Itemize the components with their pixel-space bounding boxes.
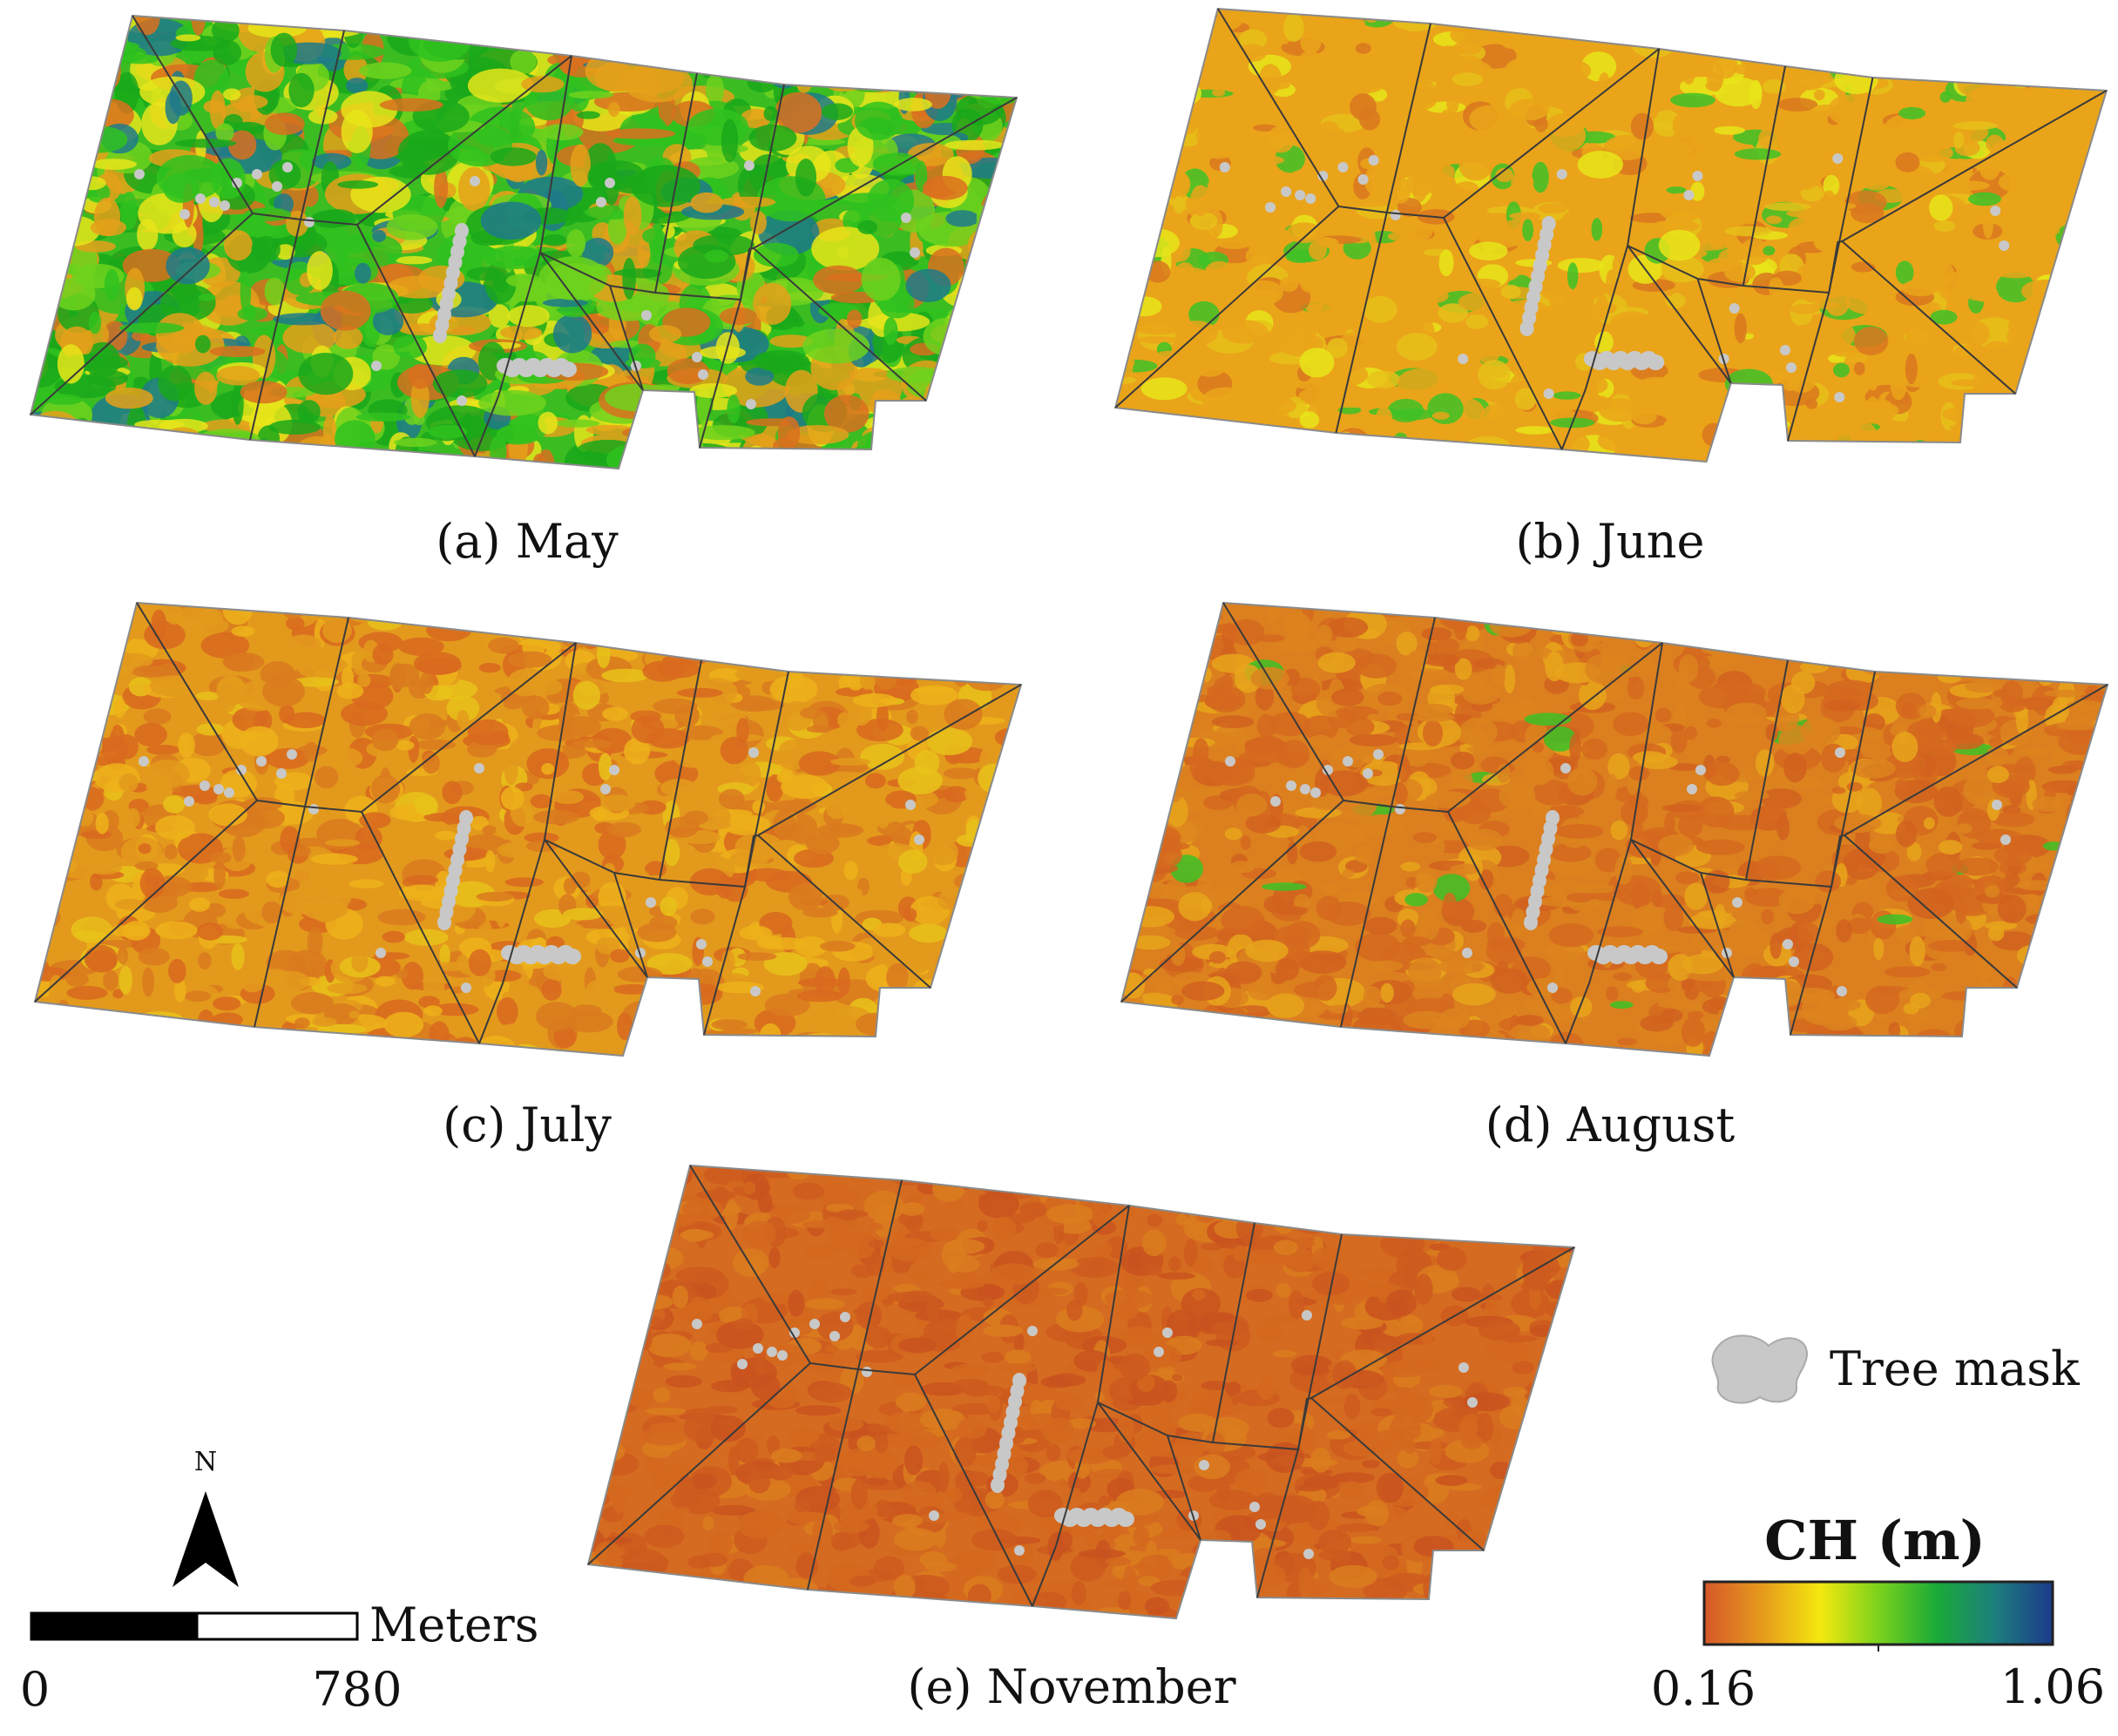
map-panel-november	[587, 1165, 1575, 1619]
scale-bar-unit: Meters	[369, 1598, 538, 1652]
north-arrow-left-half	[173, 1491, 206, 1587]
caption-july: (c) July	[443, 1098, 612, 1152]
ch-min-label: 0.16	[1651, 1661, 1756, 1716]
scale-bar-empty-segment	[195, 1611, 359, 1641]
north-label: N	[194, 1447, 217, 1477]
ch-legend-title: CH (m)	[1764, 1509, 1986, 1572]
tree-mask-label: Tree mask	[1830, 1341, 2081, 1396]
caption-november: (e) November	[907, 1659, 1235, 1714]
north-arrow: N	[173, 1447, 239, 1587]
caption-june: (b) June	[1515, 514, 1704, 569]
ch-max-label: 1.06	[2000, 1659, 2105, 1714]
tree-mask-legend: Tree mask	[1711, 1334, 2081, 1404]
north-arrow-right-half	[206, 1491, 239, 1587]
scale-bar-filled-segment	[30, 1611, 199, 1641]
scale-bar-end-label: 780	[312, 1662, 402, 1717]
map-panel-may	[30, 15, 1018, 469]
ch-legend: CH (m) 0.16 1.06	[1651, 1509, 2105, 1716]
tree-mask-swatch-icon	[1711, 1334, 1809, 1404]
map-panel-june	[1114, 7, 2108, 463]
caption-august: (d) August	[1485, 1098, 1736, 1152]
map-panel-august	[1120, 602, 2108, 1057]
ch-colorramp	[1702, 1580, 2054, 1646]
caption-may: (a) May	[436, 514, 619, 569]
scale-bar: Meters 0 780	[20, 1598, 539, 1717]
map-panel-july	[34, 602, 1022, 1057]
scale-bar-start-label: 0	[20, 1662, 50, 1717]
